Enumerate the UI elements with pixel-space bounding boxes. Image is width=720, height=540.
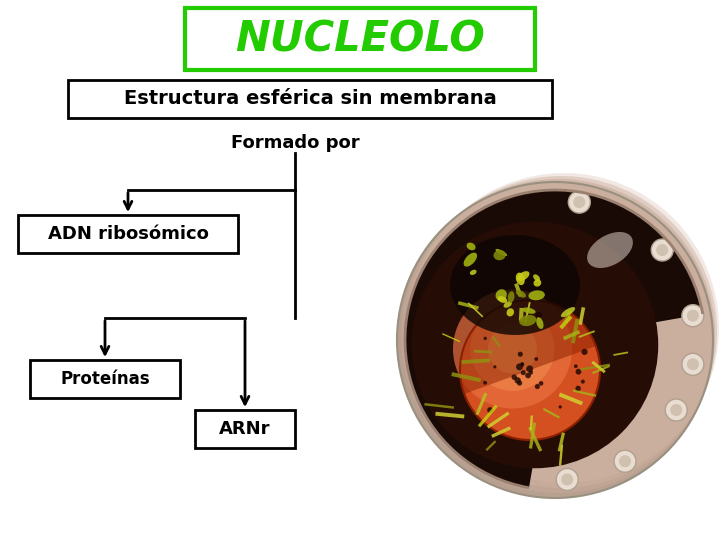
Ellipse shape <box>519 315 536 326</box>
Ellipse shape <box>464 253 477 267</box>
Text: Proteínas: Proteínas <box>60 370 150 388</box>
Circle shape <box>687 359 699 370</box>
Text: NUCLEOLO: NUCLEOLO <box>235 18 485 60</box>
Circle shape <box>526 366 533 372</box>
FancyBboxPatch shape <box>18 215 238 253</box>
Ellipse shape <box>503 301 512 308</box>
Circle shape <box>397 182 713 498</box>
Circle shape <box>652 239 673 261</box>
Ellipse shape <box>495 289 507 301</box>
Circle shape <box>521 363 524 367</box>
Text: Formado por: Formado por <box>230 134 359 152</box>
Ellipse shape <box>533 274 540 281</box>
Circle shape <box>575 369 582 375</box>
Circle shape <box>525 373 531 379</box>
FancyBboxPatch shape <box>30 360 180 398</box>
Ellipse shape <box>522 307 536 314</box>
Ellipse shape <box>536 317 544 329</box>
Ellipse shape <box>516 273 525 285</box>
Circle shape <box>581 380 585 383</box>
Ellipse shape <box>528 291 545 300</box>
Circle shape <box>453 289 572 408</box>
Circle shape <box>460 300 600 440</box>
Ellipse shape <box>495 249 507 256</box>
FancyBboxPatch shape <box>185 8 535 70</box>
Circle shape <box>412 222 658 468</box>
Text: ADN ribosómico: ADN ribosómico <box>48 225 208 243</box>
Circle shape <box>574 364 577 368</box>
Circle shape <box>656 244 668 256</box>
Circle shape <box>518 352 523 357</box>
Circle shape <box>493 365 497 368</box>
Ellipse shape <box>493 250 505 260</box>
Circle shape <box>409 173 719 483</box>
Circle shape <box>670 404 683 416</box>
Circle shape <box>484 336 487 340</box>
Ellipse shape <box>498 296 507 303</box>
Circle shape <box>682 305 704 327</box>
Ellipse shape <box>587 232 633 268</box>
Circle shape <box>582 349 588 355</box>
Circle shape <box>470 307 554 391</box>
Circle shape <box>559 406 562 409</box>
Ellipse shape <box>470 269 477 275</box>
Circle shape <box>568 191 590 213</box>
Circle shape <box>528 370 533 375</box>
FancyBboxPatch shape <box>195 410 295 448</box>
Text: ARNr: ARNr <box>220 420 271 438</box>
Wedge shape <box>460 300 595 394</box>
Circle shape <box>687 309 699 322</box>
Circle shape <box>521 370 526 375</box>
Circle shape <box>521 362 523 365</box>
Circle shape <box>487 407 493 413</box>
Circle shape <box>401 179 715 493</box>
Ellipse shape <box>467 242 476 251</box>
Circle shape <box>536 312 542 318</box>
Circle shape <box>561 474 573 485</box>
Circle shape <box>575 386 581 391</box>
Ellipse shape <box>508 291 515 303</box>
Ellipse shape <box>561 307 575 317</box>
Circle shape <box>535 384 540 389</box>
Circle shape <box>405 176 717 488</box>
Circle shape <box>573 196 585 208</box>
Ellipse shape <box>534 279 541 287</box>
Ellipse shape <box>517 271 529 281</box>
Circle shape <box>534 357 538 361</box>
Circle shape <box>539 381 544 386</box>
Circle shape <box>614 450 636 472</box>
Circle shape <box>488 325 537 374</box>
Circle shape <box>483 381 487 384</box>
Ellipse shape <box>450 235 580 335</box>
Circle shape <box>619 455 631 467</box>
Circle shape <box>511 374 517 380</box>
Circle shape <box>516 363 523 370</box>
FancyBboxPatch shape <box>68 80 552 118</box>
Ellipse shape <box>507 308 514 316</box>
Circle shape <box>557 469 578 490</box>
Circle shape <box>665 399 688 421</box>
Circle shape <box>515 377 521 383</box>
Circle shape <box>517 381 522 386</box>
Text: Estructura esférica sin membrana: Estructura esférica sin membrana <box>124 90 496 109</box>
Circle shape <box>682 353 704 375</box>
Wedge shape <box>405 190 703 488</box>
Ellipse shape <box>516 290 526 298</box>
